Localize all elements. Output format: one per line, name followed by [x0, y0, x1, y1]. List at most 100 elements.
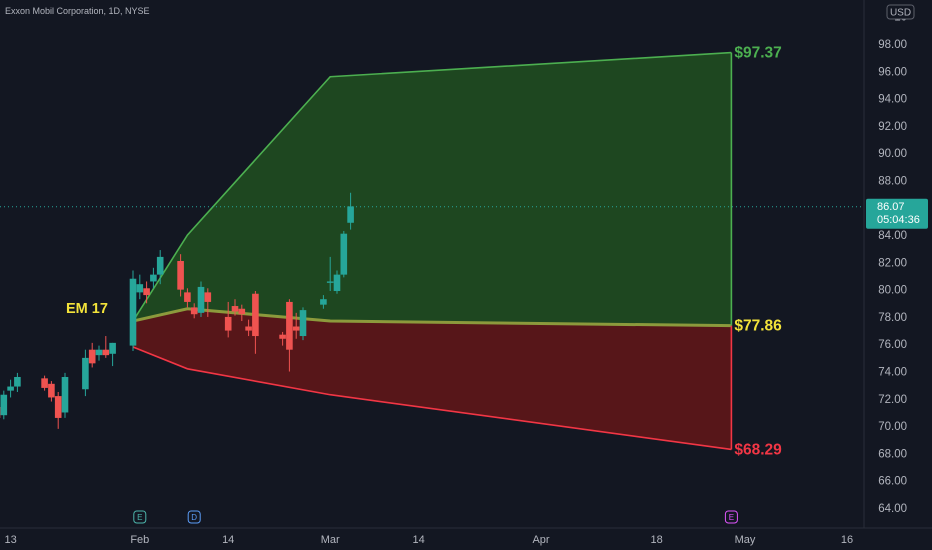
candle[interactable] [129, 270, 137, 352]
currency-badge[interactable]: USD [886, 4, 915, 20]
x-tick-label: Mar [321, 534, 340, 546]
candle[interactable] [102, 336, 110, 358]
candle[interactable] [136, 274, 144, 300]
event-marker-box [133, 510, 147, 524]
candle-body [109, 342, 116, 354]
candle[interactable] [184, 288, 191, 308]
candle-body [340, 233, 348, 275]
y-tick-label: 90.00 [878, 148, 907, 160]
candle[interactable] [177, 254, 184, 297]
lower-target-label: $68.29 [734, 441, 782, 458]
candle-body [136, 284, 144, 293]
candle[interactable] [299, 307, 307, 341]
mid-target-label: $77.86 [734, 318, 782, 335]
candle-body [197, 286, 205, 313]
upper-zone [133, 52, 732, 326]
candle[interactable] [340, 230, 348, 278]
candle[interactable] [245, 319, 252, 337]
candle[interactable] [326, 256, 334, 292]
candle[interactable] [0, 390, 8, 420]
x-tick-label: May [735, 534, 756, 546]
candle-body [61, 376, 69, 413]
candle[interactable] [279, 331, 286, 346]
candle-body [224, 316, 232, 331]
candle-body [7, 386, 14, 391]
candle-body [292, 326, 300, 331]
candle[interactable] [88, 342, 96, 368]
x-tick-label: 14 [412, 534, 424, 546]
candle-body [0, 394, 8, 416]
candle-body [41, 378, 48, 388]
candle-body [238, 308, 246, 315]
y-tick-label: 68.00 [878, 448, 907, 460]
candle-body [279, 334, 286, 339]
candle[interactable] [333, 270, 341, 294]
chart-title: Exxon Mobil Corporation, 1D, NYSE [5, 6, 150, 16]
currency-badge-label: USD [890, 8, 911, 19]
y-tick-label: 74.00 [878, 367, 907, 379]
y-tick-label: 92.00 [878, 121, 907, 133]
y-tick-label: 88.00 [878, 175, 907, 187]
candle-body [333, 274, 341, 292]
candle[interactable] [109, 342, 116, 367]
price-tag [866, 198, 928, 229]
candles[interactable] [0, 192, 354, 429]
x-tick-label: Feb [130, 534, 149, 546]
candle[interactable] [347, 192, 354, 230]
candle[interactable] [7, 379, 14, 398]
event-marker[interactable]: D [187, 510, 201, 524]
candle[interactable] [95, 345, 103, 361]
candle[interactable] [54, 392, 62, 429]
event-marker-letter: D [191, 513, 197, 522]
y-tick-label: 76.00 [878, 339, 907, 351]
candle[interactable] [320, 295, 327, 309]
upper-target-label: $97.37 [734, 45, 781, 62]
candle[interactable] [238, 304, 246, 322]
candle-body [88, 349, 96, 364]
candle[interactable] [156, 250, 164, 285]
em-label: EM 17 [66, 301, 108, 317]
y-tick-label: 96.00 [878, 66, 907, 78]
candle[interactable] [286, 299, 293, 372]
candle-body [14, 376, 21, 387]
event-marker-letter: E [137, 513, 142, 522]
candle-body [129, 278, 137, 346]
candle[interactable] [190, 303, 198, 319]
candle-body [95, 349, 103, 356]
candle[interactable] [197, 281, 205, 317]
x-tick-label: Apr [532, 534, 549, 546]
candle[interactable] [48, 381, 55, 402]
y-tick-label: 78.00 [878, 312, 907, 324]
candle[interactable] [252, 291, 259, 354]
event-marker-box [187, 510, 201, 524]
candle[interactable] [231, 299, 239, 316]
candle[interactable] [292, 312, 300, 339]
candle-body [320, 299, 327, 305]
price-tag-value: 86.07 [877, 201, 905, 213]
candle-body [54, 396, 62, 418]
lower-zone-line [132, 346, 732, 451]
candle[interactable] [143, 281, 150, 304]
event-marker[interactable]: E [133, 510, 147, 524]
y-tick-label: 66.00 [878, 476, 907, 488]
event-marker[interactable]: E [724, 510, 738, 524]
candle[interactable] [14, 372, 21, 392]
candle[interactable] [41, 375, 48, 391]
y-axis[interactable]: 64.00 66.00 68.00 70.00 72.00 74.00 76.00 78.00… [863, 0, 907, 528]
candle[interactable] [204, 288, 212, 317]
candle[interactable] [61, 372, 69, 418]
currency-badge-box [886, 4, 915, 20]
candle[interactable] [150, 267, 157, 289]
candle-body [190, 307, 198, 315]
candle-body [48, 383, 55, 398]
event-marker-box [724, 510, 738, 524]
x-axis[interactable]: 13 Feb 14 Mar 14 Apr 18 May 16 [0, 527, 932, 546]
candle[interactable] [224, 301, 232, 338]
candle[interactable] [82, 349, 89, 397]
x-tick-label: 16 [841, 534, 853, 546]
x-tick-label: 18 [650, 534, 662, 546]
y-tick-label: 98.00 [878, 39, 907, 51]
